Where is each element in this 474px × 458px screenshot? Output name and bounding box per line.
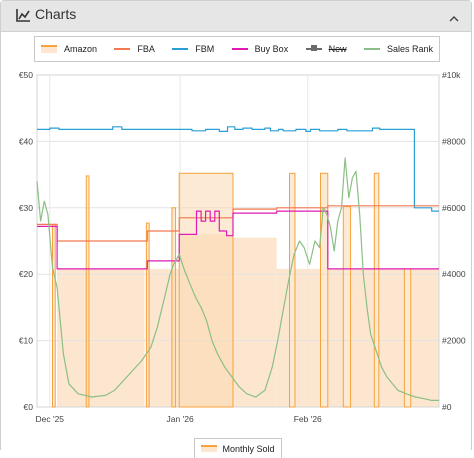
amazon-spike xyxy=(342,205,352,408)
series-line-buy-box xyxy=(37,210,439,270)
monthly-sold-band xyxy=(232,237,277,407)
amazon-spike xyxy=(373,172,380,408)
amazon-spike xyxy=(178,172,234,408)
legend-label: New xyxy=(328,44,347,54)
legend-item-buy-box[interactable]: Buy Box xyxy=(231,44,289,54)
y-left-tick-label: €0 xyxy=(24,402,34,412)
legend-label: FBA xyxy=(137,44,155,54)
monthly-sold-legend[interactable]: Monthly Sold xyxy=(194,438,282,458)
y-left-tick-label: €40 xyxy=(19,136,33,146)
legend-swatch-new xyxy=(305,45,322,52)
y-right-tick-label: #2000 xyxy=(442,336,466,346)
amazon-spike xyxy=(171,207,177,408)
monthly-sold-band xyxy=(327,268,344,407)
amazon-spike xyxy=(403,268,412,408)
y-right-tick-label: #4000 xyxy=(442,269,466,279)
legend-swatch-amazon xyxy=(41,45,57,53)
legend-label: Buy Box xyxy=(254,44,289,54)
y-right-tick-label: #10k xyxy=(442,70,461,80)
legend-item-sales-rank[interactable]: Sales Rank xyxy=(363,44,433,54)
legend-label-monthly-sold: Monthly Sold xyxy=(222,443,275,454)
amazon-spike xyxy=(319,172,329,408)
amazon-spike xyxy=(145,222,150,408)
amazon-spike xyxy=(289,172,296,408)
price-history-chart[interactable]: €0 €10 €20 €30 €40 €50 #0 #2000 #4000 #6000 #8000 #… xyxy=(1,63,474,438)
y-left-tick-label: €50 xyxy=(19,70,33,80)
monthly-sold-band xyxy=(57,268,145,407)
legend-item-fba[interactable]: FBA xyxy=(114,44,155,54)
monthly-sold-band xyxy=(410,268,439,407)
monthly-sold-bands xyxy=(57,234,439,407)
legend-swatch-buy-box xyxy=(231,48,248,50)
x-tick-label: Feb '26 xyxy=(294,414,322,424)
y-right-tick-label: #8000 xyxy=(442,136,466,146)
legend-item-fbm[interactable]: FBM xyxy=(172,44,214,54)
plot-border xyxy=(36,74,440,408)
y-left-tick-label: €30 xyxy=(19,203,33,213)
chevron-up-icon[interactable] xyxy=(449,10,459,28)
price-lines xyxy=(36,126,439,401)
panel-title: Charts xyxy=(35,6,77,22)
legend-item-new[interactable]: New xyxy=(305,44,347,54)
legend-marker xyxy=(310,45,317,52)
axes: €0 €10 €20 €30 €40 €50 #0 #2000 #4000 #6000 #8000 #… xyxy=(19,70,466,424)
amazon-spike xyxy=(51,223,56,408)
line-chart-icon xyxy=(16,8,31,27)
chart-legend: Amazon FBA FBM Buy Box New Sales Rank xyxy=(34,36,440,62)
monthly-sold-band xyxy=(350,268,375,407)
series-line-fbm xyxy=(37,126,439,212)
monthly-sold-band xyxy=(276,268,290,407)
y-right-tick-label: #0 xyxy=(442,402,452,412)
monthly-sold-band xyxy=(378,268,405,407)
amazon-spike xyxy=(85,175,90,408)
x-tick-label: Dec '25 xyxy=(35,414,64,424)
y-left-tick-label: €10 xyxy=(19,336,33,346)
legend-swatch-fbm xyxy=(172,48,189,50)
legend-swatch-sales-rank xyxy=(363,48,380,50)
legend-label: Sales Rank xyxy=(386,44,433,54)
y-left-tick-label: €20 xyxy=(19,269,33,279)
panel-header[interactable]: Charts xyxy=(1,1,471,32)
y-right-tick-label: #6000 xyxy=(442,203,466,213)
x-tick-label: Jan '26 xyxy=(167,414,194,424)
legend-swatch-fba xyxy=(114,48,131,50)
legend-label: Amazon xyxy=(64,44,98,54)
legend-item-amazon[interactable]: Amazon xyxy=(41,44,97,54)
legend-label: FBM xyxy=(195,44,215,54)
series-line-sales-rank xyxy=(36,157,439,401)
legend-swatch-monthly-sold xyxy=(201,445,218,452)
